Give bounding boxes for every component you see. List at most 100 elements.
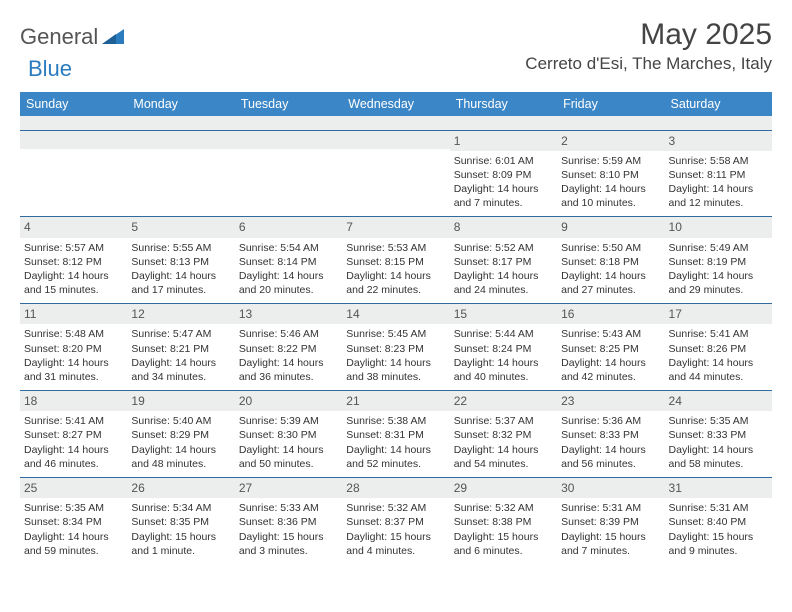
day-number: 17 (665, 304, 772, 324)
day-cell (127, 130, 234, 217)
week-row: 1Sunrise: 6:01 AMSunset: 8:09 PMDaylight… (20, 130, 772, 217)
day-cell: 12Sunrise: 5:47 AMSunset: 8:21 PMDayligh… (127, 304, 234, 391)
sunrise-text: Sunrise: 5:54 AM (239, 241, 338, 255)
dow-wed: Wednesday (342, 92, 449, 116)
day-number: 6 (235, 217, 342, 237)
sunset-text: Sunset: 8:25 PM (561, 342, 660, 356)
day-cell: 2Sunrise: 5:59 AMSunset: 8:10 PMDaylight… (557, 130, 664, 217)
day-number: 15 (450, 304, 557, 324)
brand-triangle-icon (102, 26, 124, 49)
day-cell: 31Sunrise: 5:31 AMSunset: 8:40 PMDayligh… (665, 478, 772, 564)
sunset-text: Sunset: 8:21 PM (131, 342, 230, 356)
day-number: 20 (235, 391, 342, 411)
sunset-text: Sunset: 8:37 PM (346, 515, 445, 529)
day-header-row: Sunday Monday Tuesday Wednesday Thursday… (20, 92, 772, 116)
sunset-text: Sunset: 8:29 PM (131, 428, 230, 442)
week-row: 25Sunrise: 5:35 AMSunset: 8:34 PMDayligh… (20, 478, 772, 564)
sunrise-text: Sunrise: 5:40 AM (131, 414, 230, 428)
day-number: 2 (557, 131, 664, 151)
sunrise-text: Sunrise: 5:41 AM (24, 414, 123, 428)
day-number: 23 (557, 391, 664, 411)
day-cell: 10Sunrise: 5:49 AMSunset: 8:19 PMDayligh… (665, 217, 772, 304)
day1-text: Daylight: 14 hours (454, 182, 553, 196)
day1-text: Daylight: 15 hours (561, 530, 660, 544)
day-cell (235, 130, 342, 217)
day1-text: Daylight: 15 hours (346, 530, 445, 544)
day-cell (342, 130, 449, 217)
day1-text: Daylight: 14 hours (239, 269, 338, 283)
day-number: 3 (665, 131, 772, 151)
day1-text: Daylight: 14 hours (24, 269, 123, 283)
day-number: 13 (235, 304, 342, 324)
sunrise-text: Sunrise: 5:36 AM (561, 414, 660, 428)
sunrise-text: Sunrise: 5:49 AM (669, 241, 768, 255)
day1-text: Daylight: 14 hours (454, 443, 553, 457)
dow-sun: Sunday (20, 92, 127, 116)
day-cell: 17Sunrise: 5:41 AMSunset: 8:26 PMDayligh… (665, 304, 772, 391)
sunrise-text: Sunrise: 5:46 AM (239, 327, 338, 341)
day2-text: and 1 minute. (131, 544, 230, 558)
day-cell: 9Sunrise: 5:50 AMSunset: 8:18 PMDaylight… (557, 217, 664, 304)
day2-text: and 15 minutes. (24, 283, 123, 297)
day-cell: 16Sunrise: 5:43 AMSunset: 8:25 PMDayligh… (557, 304, 664, 391)
sunset-text: Sunset: 8:10 PM (561, 168, 660, 182)
day1-text: Daylight: 14 hours (669, 269, 768, 283)
day2-text: and 4 minutes. (346, 544, 445, 558)
sunrise-text: Sunrise: 5:47 AM (131, 327, 230, 341)
sunrise-text: Sunrise: 5:48 AM (24, 327, 123, 341)
calendar-body: 1Sunrise: 6:01 AMSunset: 8:09 PMDaylight… (20, 130, 772, 564)
day1-text: Daylight: 14 hours (24, 443, 123, 457)
day-cell: 25 Sunrise: 5:35 AMSunset: 8:34 PMDayligh… (20, 478, 127, 564)
day1-text: Daylight: 14 hours (561, 356, 660, 370)
day-number: 14 (342, 304, 449, 324)
day-number (20, 131, 127, 149)
day-number (342, 131, 449, 149)
sunset-text: Sunset: 8:31 PM (346, 428, 445, 442)
sunset-text: Sunset: 8:32 PM (454, 428, 553, 442)
sunset-text: Sunset: 8:19 PM (669, 255, 768, 269)
day-cell: 13Sunrise: 5:46 AMSunset: 8:22 PMDayligh… (235, 304, 342, 391)
day1-text: Daylight: 15 hours (454, 530, 553, 544)
sunrise-text: Sunrise: 5:58 AM (669, 154, 768, 168)
day-cell: 14Sunrise: 5:45 AMSunset: 8:23 PMDayligh… (342, 304, 449, 391)
day-number (127, 131, 234, 149)
day-cell: 27Sunrise: 5:33 AMSunset: 8:36 PMDayligh… (235, 478, 342, 564)
day2-text: and 20 minutes. (239, 283, 338, 297)
sunrise-text: Sunrise: 5:50 AM (561, 241, 660, 255)
day1-text: Daylight: 14 hours (239, 356, 338, 370)
day-cell: 21Sunrise: 5:38 AMSunset: 8:31 PMDayligh… (342, 391, 449, 478)
day2-text: and 44 minutes. (669, 370, 768, 384)
day2-text: and 42 minutes. (561, 370, 660, 384)
dow-tue: Tuesday (235, 92, 342, 116)
day2-text: and 10 minutes. (561, 196, 660, 210)
day-number: 4 (20, 217, 127, 237)
day-cell (20, 130, 127, 217)
day2-text: and 58 minutes. (669, 457, 768, 471)
dow-sat: Saturday (665, 92, 772, 116)
sunset-text: Sunset: 8:23 PM (346, 342, 445, 356)
day-number: 24 (665, 391, 772, 411)
sunset-text: Sunset: 8:20 PM (24, 342, 123, 356)
sunrise-text: Sunrise: 5:35 AM (24, 501, 123, 515)
day2-text: and 27 minutes. (561, 283, 660, 297)
day-cell: 26Sunrise: 5:34 AMSunset: 8:35 PMDayligh… (127, 478, 234, 564)
day-cell: 30Sunrise: 5:31 AMSunset: 8:39 PMDayligh… (557, 478, 664, 564)
sunrise-text: Sunrise: 6:01 AM (454, 154, 553, 168)
day1-text: Daylight: 14 hours (669, 443, 768, 457)
sunset-text: Sunset: 8:17 PM (454, 255, 553, 269)
day-number: 25 (20, 478, 127, 498)
sunset-text: Sunset: 8:34 PM (24, 515, 123, 529)
day2-text: and 31 minutes. (24, 370, 123, 384)
sunset-text: Sunset: 8:40 PM (669, 515, 768, 529)
day1-text: Daylight: 14 hours (561, 269, 660, 283)
day1-text: Daylight: 14 hours (669, 356, 768, 370)
sunset-text: Sunset: 8:35 PM (131, 515, 230, 529)
day-number: 9 (557, 217, 664, 237)
sunset-text: Sunset: 8:12 PM (24, 255, 123, 269)
sunrise-text: Sunrise: 5:32 AM (346, 501, 445, 515)
day-cell: 11Sunrise: 5:48 AMSunset: 8:20 PMDayligh… (20, 304, 127, 391)
sunset-text: Sunset: 8:11 PM (669, 168, 768, 182)
day1-text: Daylight: 14 hours (24, 530, 123, 544)
day1-text: Daylight: 15 hours (131, 530, 230, 544)
day-number: 27 (235, 478, 342, 498)
